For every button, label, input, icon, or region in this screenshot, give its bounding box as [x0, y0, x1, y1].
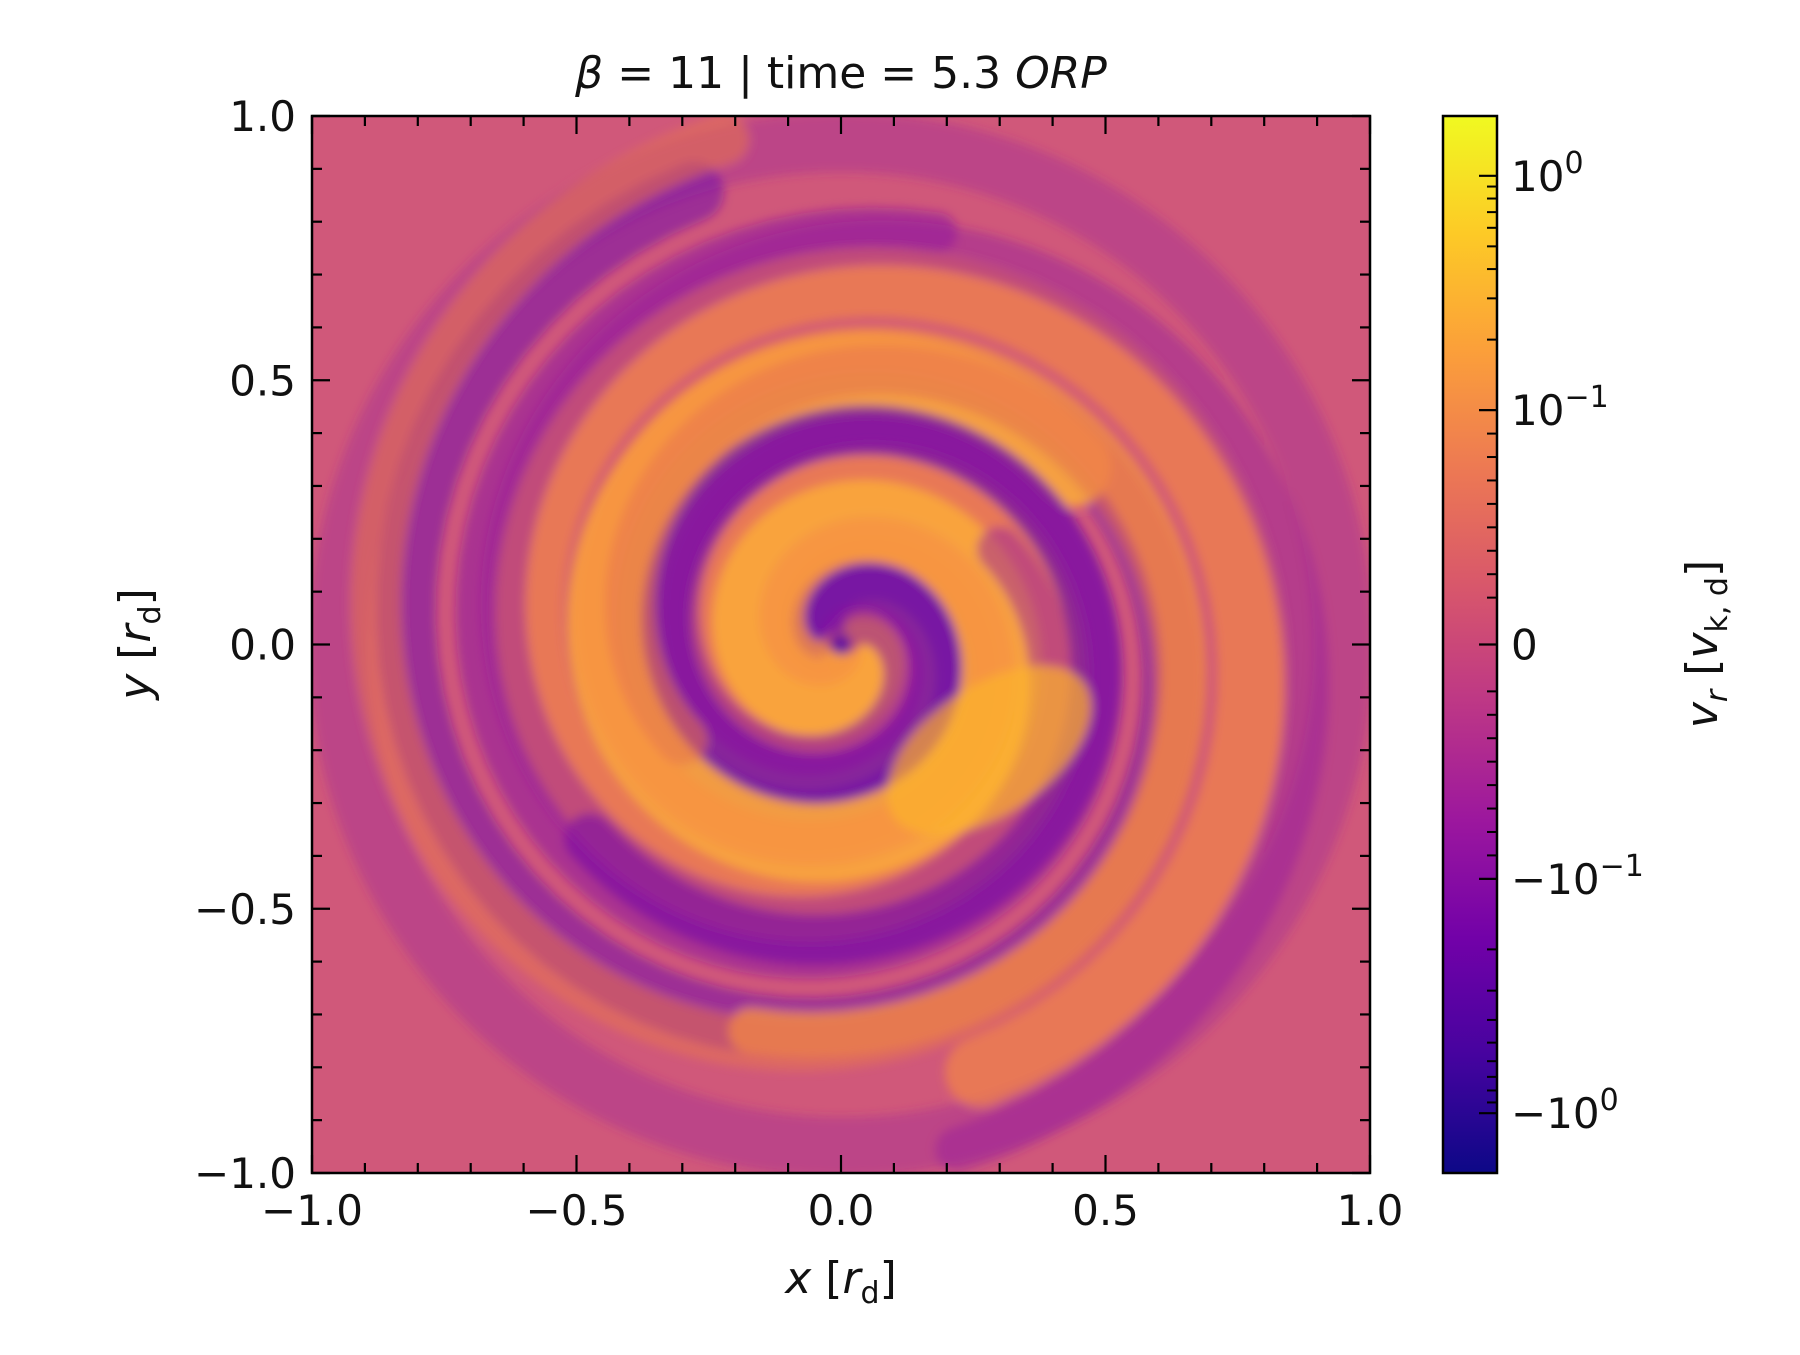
y-tick-label: 0.0: [229, 621, 296, 670]
x-tick-label: 1.0: [1337, 1186, 1404, 1235]
colorbar-tick-label: −100: [1511, 1083, 1619, 1138]
colorbar-label: vr [vk, d]: [1677, 560, 1735, 728]
spiral-arm-inflow: [480, 220, 1329, 1173]
x-tick-label: 0.0: [808, 1186, 875, 1235]
chart-title: β = 11 | time = 5.3 ORP: [574, 48, 1107, 99]
disk-core: [831, 634, 851, 655]
x-tick-label: 0.5: [1072, 1186, 1139, 1235]
title-units: ORP: [1015, 48, 1107, 99]
x-tick-label: −1.0: [261, 1186, 363, 1235]
colorbar-tick-label: 0: [1511, 621, 1538, 670]
outer-ring: [312, 116, 1370, 1173]
colorbar-ticks: 100 10−1 0 −10−1 −100: [1479, 146, 1644, 1138]
spiral-features: [312, 116, 1370, 1173]
colorbar-tick-label: 100: [1511, 146, 1584, 201]
spiral-arm-outflow: [350, 116, 1204, 1072]
spiral-arm-inflow: [455, 207, 1124, 979]
colorbar-tick-label: 10−1: [1511, 380, 1609, 435]
colorbar-tick-label: −10−1: [1511, 849, 1644, 904]
heatmap: [312, 116, 1370, 1173]
y-tick-label: −1.0: [194, 1149, 296, 1198]
x-tick-label: −0.5: [526, 1186, 628, 1235]
bright-outflow-lobe: [887, 665, 1092, 835]
y-tick-label: 1.0: [229, 92, 296, 141]
x-ticks: −1.0 −0.5 0.0 0.5 1.0: [261, 116, 1403, 1235]
title-beta: β: [574, 48, 603, 99]
y-tick-label: −0.5: [194, 885, 296, 934]
y-tick-label: 0.5: [229, 356, 296, 405]
x-axis-label: x [rd]: [783, 1253, 897, 1311]
title-text: = 11 | time = 5.3: [603, 48, 1015, 99]
y-axis-label: y [rd]: [110, 588, 168, 702]
y-ticks: −1.0 −0.5 0.0 0.5 1.0: [194, 92, 1370, 1198]
